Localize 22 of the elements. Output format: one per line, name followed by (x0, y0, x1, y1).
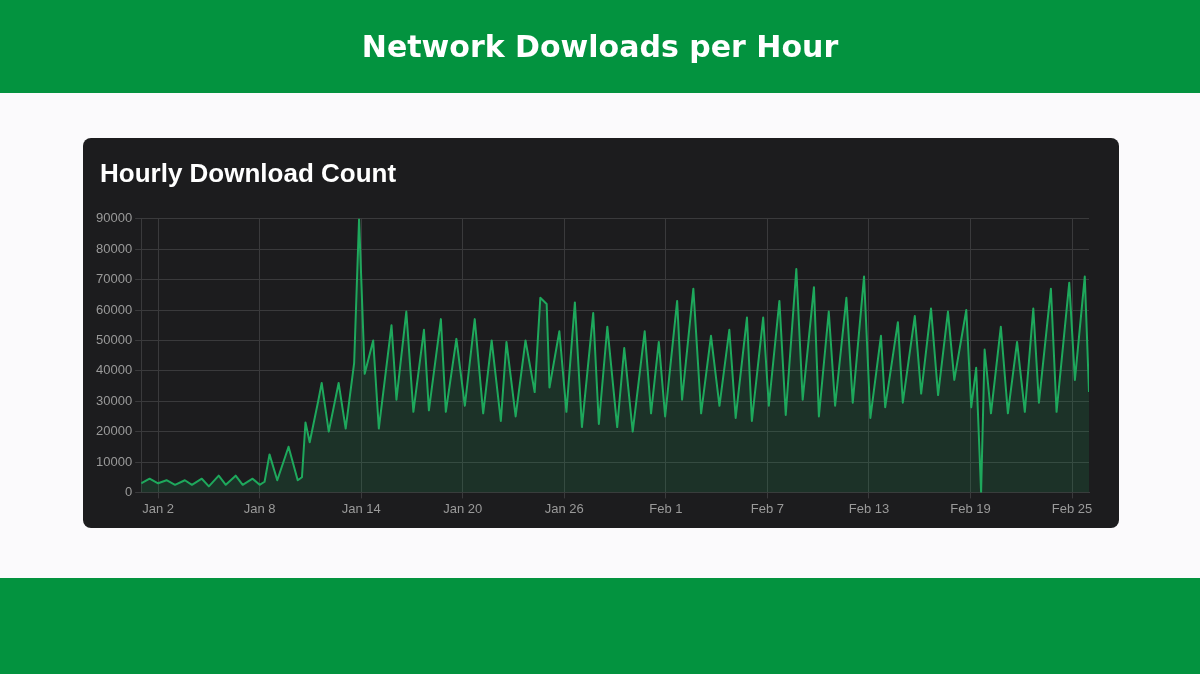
y-tick-label: 10000 (95, 453, 133, 469)
y-tick-label: 80000 (95, 240, 133, 256)
x-tick-label: Feb 19 (950, 500, 991, 516)
y-tick-label: 0 (124, 483, 133, 499)
x-tick-label: Jan 8 (243, 500, 276, 516)
x-tick-label: Jan 14 (341, 500, 381, 516)
x-tick-label: Feb 7 (750, 500, 785, 516)
x-tick-label: Jan 26 (544, 500, 584, 516)
y-tick-label: 30000 (95, 392, 133, 408)
y-tick-label: 90000 (95, 210, 133, 226)
y-tick-label: 40000 (95, 362, 133, 378)
x-tick-label: Jan 20 (443, 500, 483, 516)
y-tick-label: 50000 (95, 331, 133, 347)
x-tick-label: Feb 1 (649, 500, 683, 516)
y-tick-label: 60000 (95, 301, 133, 317)
chart-title: Network Dowloads per Hour (0, 0, 1200, 93)
y-tick-label: 70000 (95, 271, 133, 287)
y-tick-label: 20000 (95, 423, 133, 439)
x-tick-label: Feb 13 (848, 500, 890, 516)
x-tick-label: Feb 25 (1051, 500, 1093, 516)
x-tick-label: Jan 2 (142, 500, 174, 516)
chart-subtitle: Hourly Download Count (100, 158, 397, 189)
